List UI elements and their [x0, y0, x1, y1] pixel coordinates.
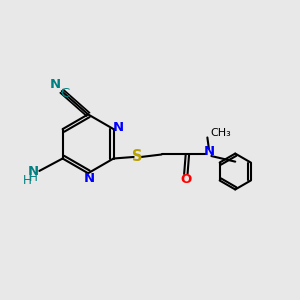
- Text: H: H: [29, 171, 38, 184]
- Text: N: N: [84, 172, 95, 185]
- Text: N: N: [203, 145, 214, 158]
- Text: S: S: [131, 149, 142, 164]
- Text: C: C: [60, 87, 70, 100]
- Text: N: N: [113, 122, 124, 134]
- Text: CH₃: CH₃: [211, 128, 231, 138]
- Text: N: N: [50, 79, 61, 92]
- Text: O: O: [180, 173, 191, 186]
- Text: N: N: [28, 165, 39, 178]
- Text: H: H: [23, 174, 32, 187]
